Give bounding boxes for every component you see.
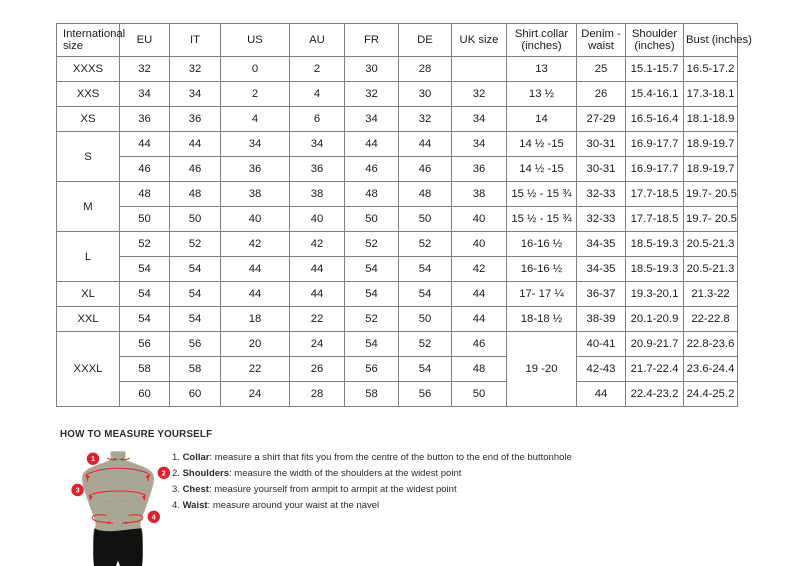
svg-text:1: 1 [91, 454, 95, 463]
svg-text:2: 2 [162, 468, 166, 477]
svg-text:3: 3 [76, 486, 80, 495]
svg-text:4: 4 [152, 512, 156, 521]
